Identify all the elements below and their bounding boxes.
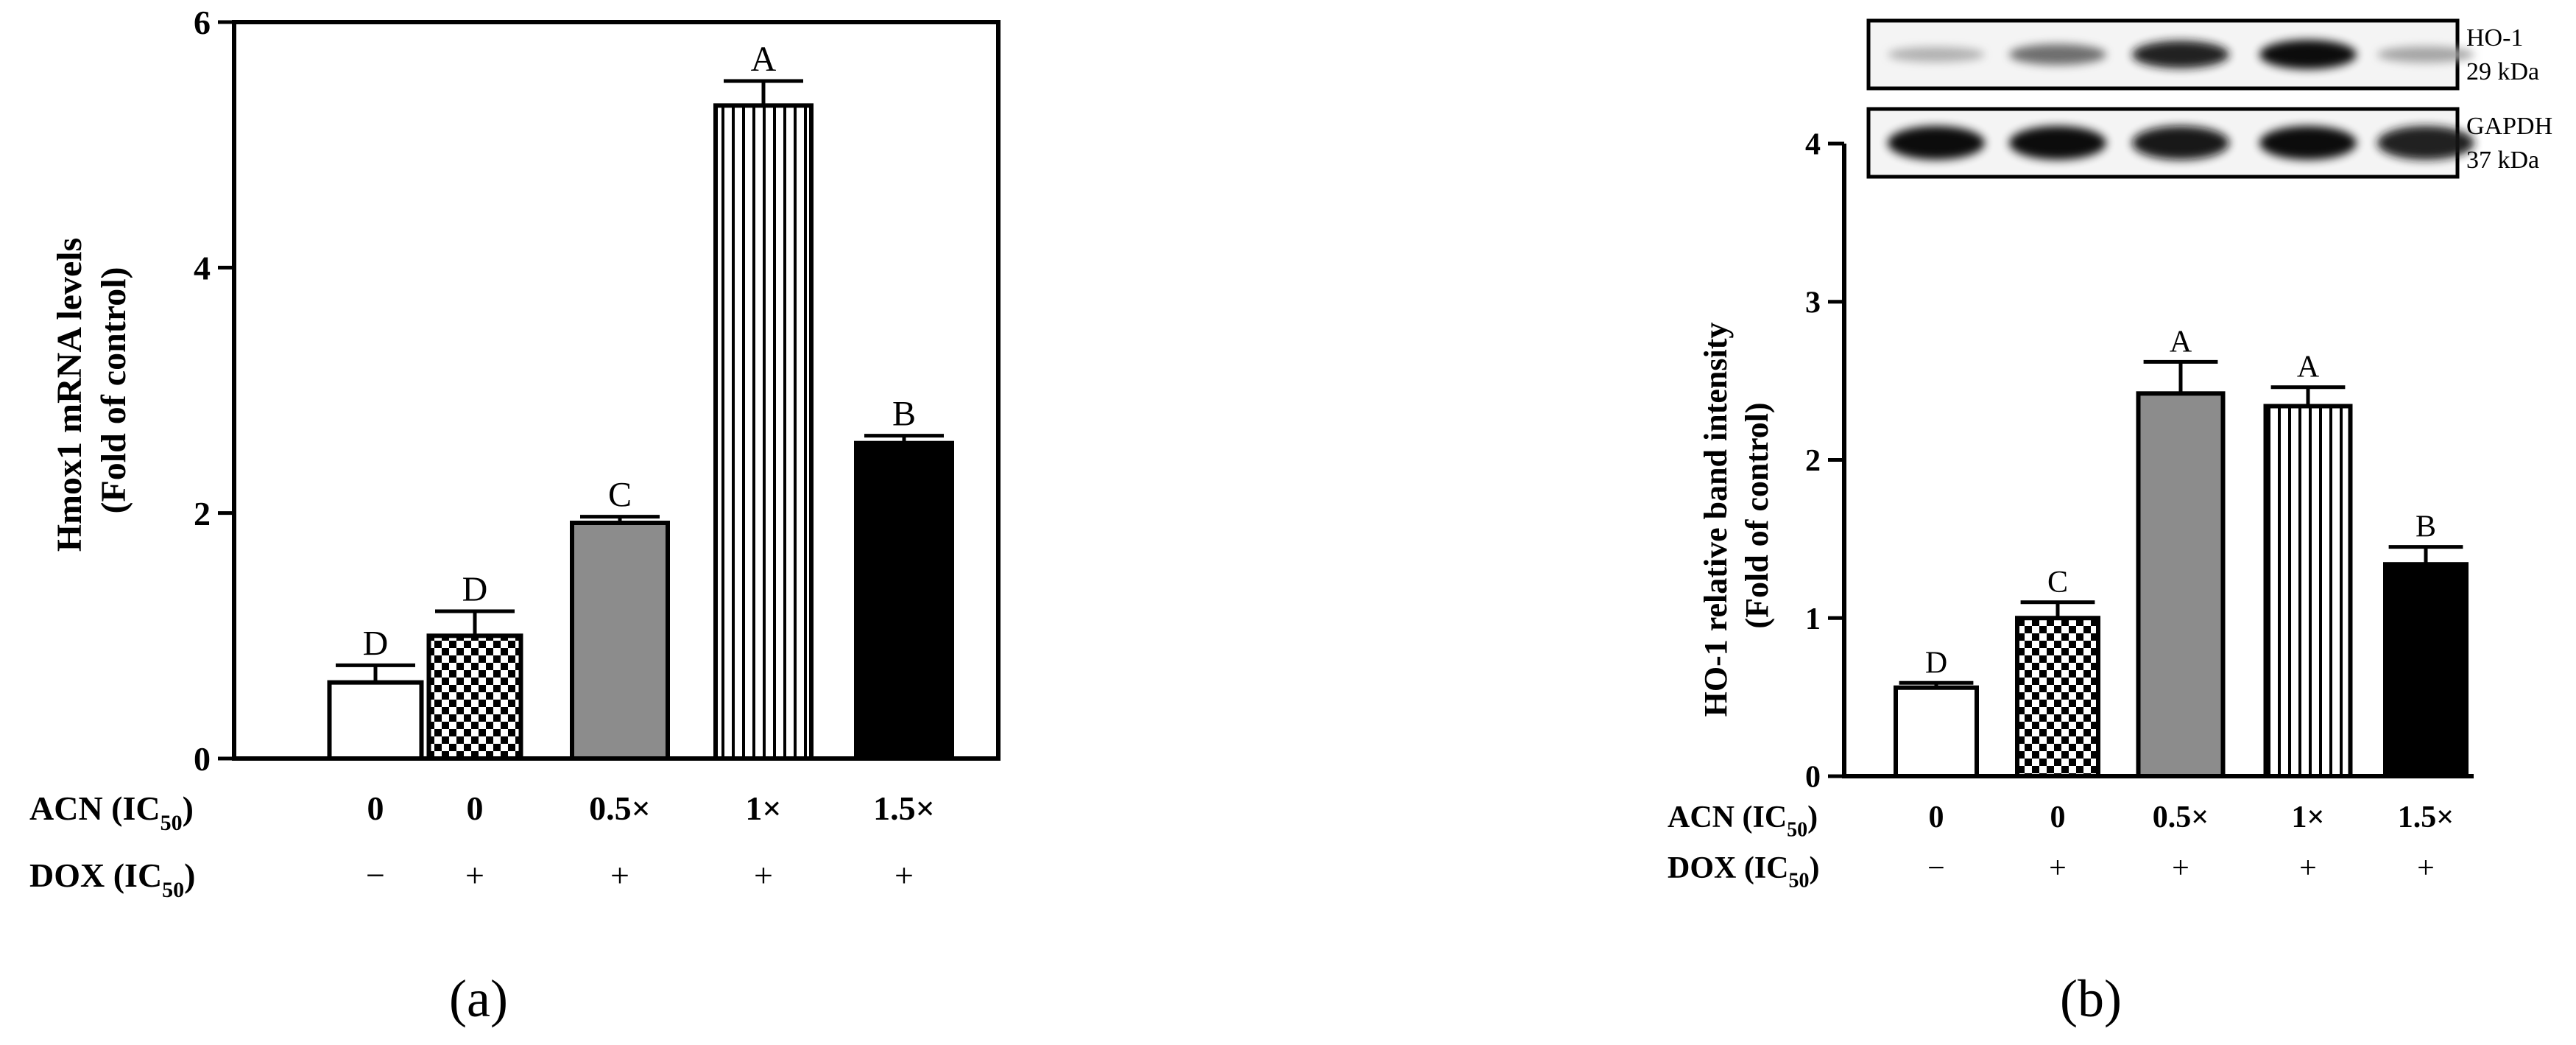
panel-a-bars: D D C A B (327, 40, 954, 761)
row-label-subscript: 50 (1787, 819, 1807, 842)
panel-b-bar (2015, 616, 2100, 778)
panel-b-ylabel: HO-1 relative band intensity (Fold of co… (1698, 314, 1775, 717)
panel-a-significance-letter: C (608, 476, 632, 515)
blot-band (2259, 126, 2357, 160)
panel-a-ytick-label: 4 (194, 249, 211, 286)
blot-band (2377, 46, 2474, 63)
panel-a-significance-letter: B (892, 395, 916, 434)
panel-a-significance-letter: D (363, 624, 389, 663)
panel-a-row-label: ACN (IC50) (29, 789, 194, 835)
panel-b-row-value: 1× (2292, 801, 2325, 834)
panel-b-rows: ACN (IC50) 0 0 0.5× 1× 1.5×DOX (IC50) − + + + + (1668, 801, 2454, 893)
row-label-subscript: 50 (162, 878, 184, 902)
panel-b-row-value: + (2299, 851, 2317, 885)
panel-a-ytick-label: 6 (194, 4, 211, 41)
panel-b-ytick-label: 1 (1805, 602, 1821, 636)
panel-b-label: (b) (2060, 969, 2122, 1028)
panel-a-row-value: 1× (745, 789, 781, 827)
panel-b-ylabel-line1: HO-1 relative band intensity (1698, 323, 1734, 717)
blot-band (2132, 126, 2229, 160)
panel-a-ylabel: Hmox1 mRNA levels (Fold of control) (50, 229, 133, 552)
row-label-end: ) (1807, 801, 1818, 834)
panel-a-bar (854, 440, 954, 761)
panel-b-ytick-label: 3 (1805, 286, 1821, 320)
panel-a-significance-letter: D (462, 570, 488, 609)
panel-b-significance-letter: A (2297, 351, 2320, 384)
row-label-main: DOX (IC (1668, 851, 1789, 885)
panel-b-row-value: 0 (1929, 801, 1944, 834)
row-label-main: ACN (IC (1668, 801, 1787, 834)
panel-b-bar (1894, 685, 1979, 778)
blot-band (1888, 46, 1985, 63)
row-label-end: ) (1810, 851, 1820, 885)
panel-b-ylabel-line2: (Fold of control) (1739, 402, 1775, 628)
panel-a-row-value: 1.5× (873, 789, 935, 827)
panel-a-row-value: 0 (467, 789, 484, 827)
row-label-end: ) (183, 789, 194, 827)
panel-b-ytick-label: 0 (1805, 761, 1821, 795)
panel-a-label: (a) (449, 969, 508, 1028)
panel-a-significance-letter: A (751, 40, 777, 79)
panel-b-row-value: − (1927, 851, 1945, 885)
panel-b-bar (2263, 404, 2353, 778)
panel-b-blots: HO-1 29 kDa GAPDH 37 kDa (1866, 18, 2552, 179)
panel-b-row-value: + (2049, 851, 2067, 885)
blot-protein-name: GAPDH (2466, 113, 2552, 140)
row-label-main: ACN (IC (29, 789, 160, 827)
panel-b-bar (2136, 391, 2226, 778)
panel-a-ylabel-line2: (Fold of control) (94, 267, 133, 513)
panel-a-bar (426, 633, 523, 761)
panel-b-row-value: + (2172, 851, 2189, 885)
blot-molecular-weight: 29 kDa (2466, 58, 2539, 85)
panel-b-row-label: DOX (IC50) (1668, 851, 1820, 893)
panel-b-row-value: 0.5× (2153, 801, 2209, 834)
panel-a-chart: 0 2 4 6 D D C A B Hmox1 mRNA levels (Fold of co… (29, 4, 1001, 1028)
panel-a-ytick-label: 0 (194, 740, 211, 778)
panel-b-row-value: 0 (2050, 801, 2066, 834)
panel-b-bars: D C A A B (1894, 325, 2469, 778)
panel-b-row-value: 1.5× (2398, 801, 2454, 834)
row-label-subscript: 50 (1789, 870, 1810, 893)
panel-b-significance-letter: A (2170, 325, 2192, 359)
panel-a-ytick-label: 2 (194, 495, 211, 532)
row-label-subscript: 50 (160, 811, 183, 835)
panel-a-row-value: + (754, 856, 773, 894)
panel-b-ytick-label: 2 (1805, 444, 1821, 478)
panel-b-chart: HO-1 29 kDa GAPDH 37 kDa 0 1 2 3 4 D C A A B HO-1 r… (1668, 18, 2552, 1028)
panel-a-bar (713, 103, 814, 761)
panel-a-bar (327, 680, 424, 761)
blot-band (2132, 41, 2229, 68)
panel-b-row-value: + (2417, 851, 2435, 885)
panel-b-ytick-label: 4 (1805, 128, 1821, 162)
panel-a-row-value: − (366, 856, 385, 894)
blot-protein-name: HO-1 (2466, 24, 2523, 52)
panel-a-row-value: + (610, 856, 629, 894)
panel-a-rows: ACN (IC50) 0 0 0.5× 1× 1.5×DOX (IC50) − + + + + (29, 789, 935, 902)
blot-molecular-weight: 37 kDa (2466, 147, 2539, 174)
row-label-end: ) (184, 856, 195, 894)
panel-b-bar (2383, 562, 2469, 778)
blot-band (2259, 40, 2357, 69)
panel-b-significance-letter: C (2047, 566, 2068, 599)
panel-a-row-value: + (465, 856, 484, 894)
blot-band (2009, 43, 2106, 66)
panel-a-row-label: DOX (IC50) (29, 856, 196, 902)
blot-band (1888, 126, 1985, 160)
panel-b-significance-letter: D (1925, 646, 1947, 680)
panel-a-bar (570, 521, 670, 761)
panel-a-row-value: + (894, 856, 914, 894)
row-label-main: DOX (IC (29, 856, 162, 894)
panel-a-row-value: 0.5× (589, 789, 651, 827)
panel-a-ylabel-line1: Hmox1 mRNA levels (50, 238, 89, 552)
blot-band (2377, 126, 2474, 160)
panel-b-row-label: ACN (IC50) (1668, 801, 1818, 842)
blot-band (2009, 126, 2106, 160)
panel-b-significance-letter: B (2416, 510, 2436, 544)
panel-a-row-value: 0 (367, 789, 384, 827)
